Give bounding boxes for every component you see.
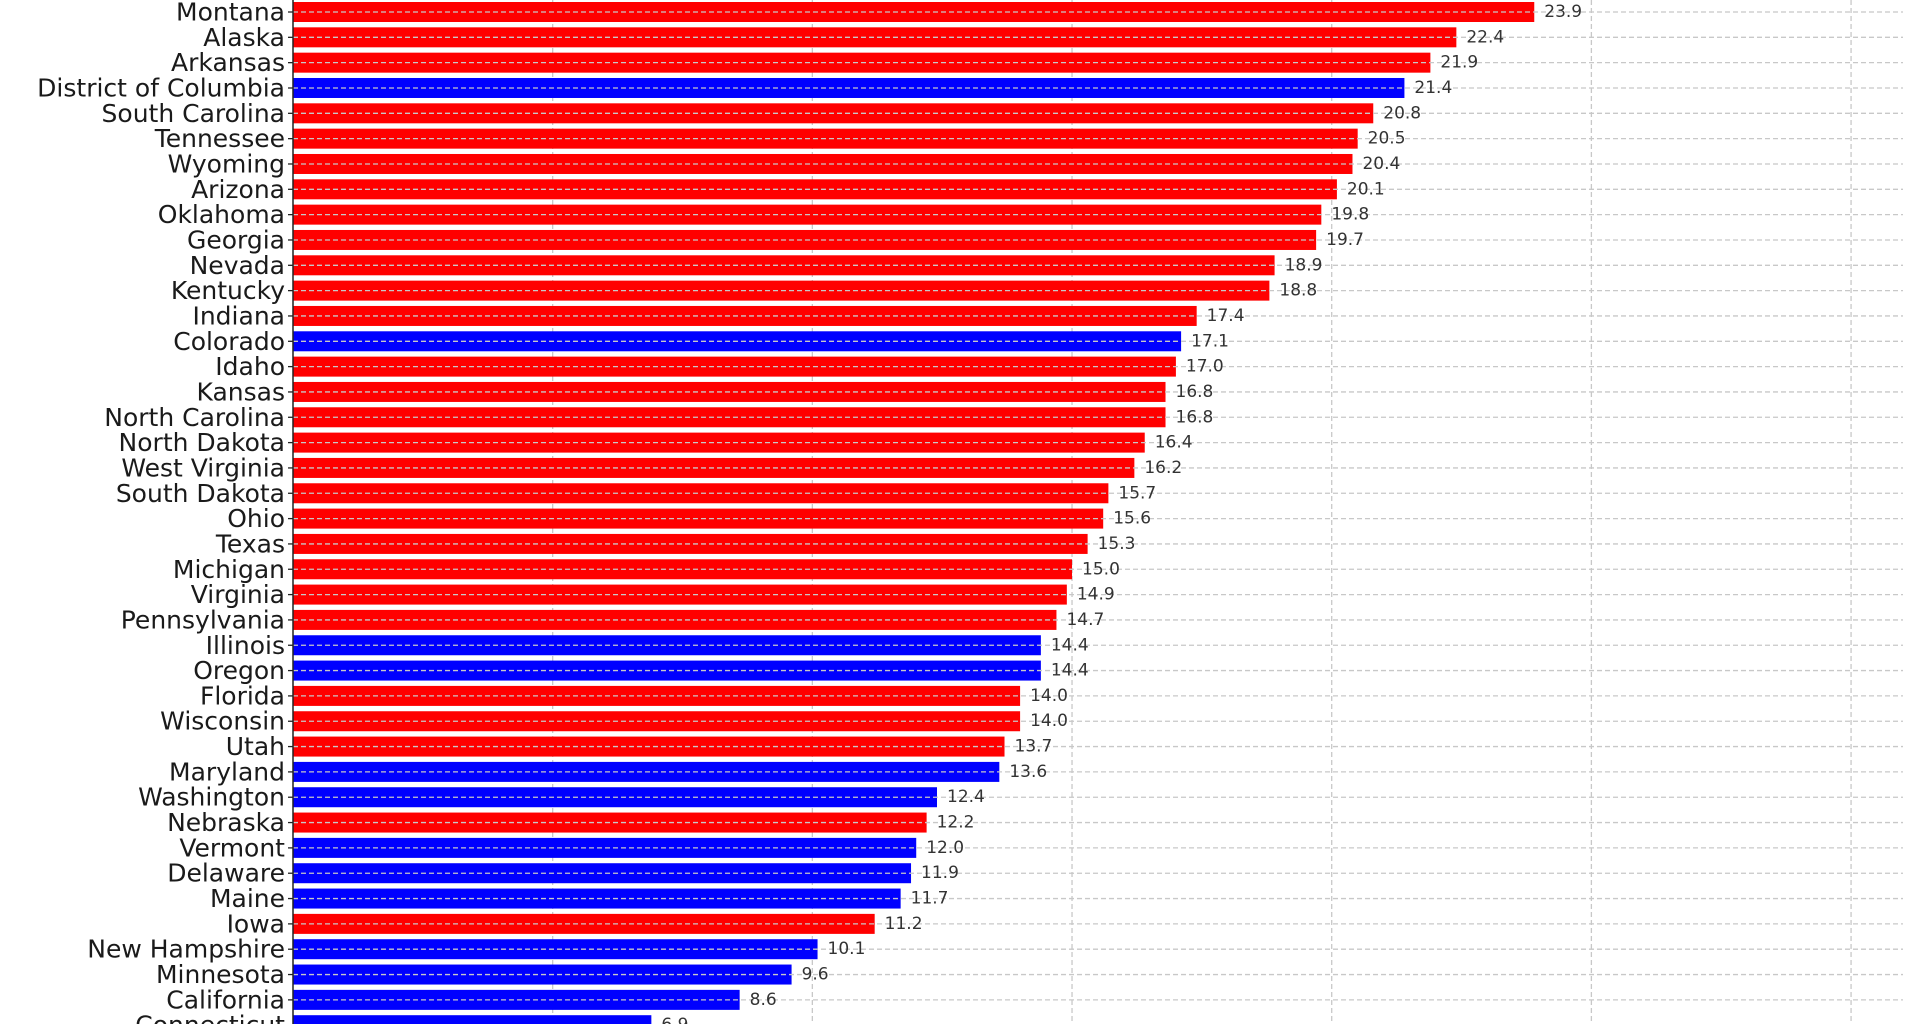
bar-alaska (293, 27, 1457, 48)
data-label: 19.7 (1326, 230, 1364, 250)
y-tick-label: Virginia (191, 580, 285, 609)
y-tick-label: Connecticut (135, 1011, 285, 1024)
y-tick-label: North Carolina (104, 403, 285, 432)
y-tick-label: Oregon (193, 656, 285, 685)
data-label: 22.4 (1466, 27, 1504, 47)
y-tick-label: Delaware (167, 859, 285, 888)
data-label: 14.4 (1051, 661, 1089, 681)
y-tick-label: Pennsylvania (121, 605, 285, 634)
data-label: 13.7 (1015, 737, 1053, 757)
y-tick-label: Maryland (169, 757, 285, 786)
data-label: 14.0 (1030, 711, 1068, 731)
bar-pennsylvania (293, 609, 1057, 630)
y-tick-label: West Virginia (121, 453, 285, 482)
y-tick-label: South Dakota (116, 479, 285, 508)
data-label: 14.7 (1066, 610, 1104, 630)
data-label: 21.4 (1414, 78, 1452, 98)
data-label: 6.9 (661, 1015, 688, 1024)
data-label: 14.0 (1030, 686, 1068, 706)
bar-vermont (293, 837, 917, 858)
data-label: 14.9 (1077, 585, 1115, 605)
data-label: 15.3 (1098, 534, 1136, 554)
y-tick-label: Montana (176, 0, 285, 27)
bar-oregon (293, 660, 1041, 681)
y-tick-label: Georgia (187, 225, 285, 254)
y-tick-label: Wisconsin (160, 707, 285, 736)
y-tick-label: Maine (210, 884, 285, 913)
y-tick-label: Oklahoma (158, 200, 285, 229)
y-tick-label: Colorado (173, 327, 285, 356)
y-tick-label: Arizona (191, 175, 285, 204)
bar-illinois (293, 635, 1041, 656)
data-label: 8.6 (750, 990, 777, 1010)
y-tick-label: Iowa (227, 909, 285, 938)
bar-connecticut (293, 1015, 652, 1024)
y-tick-label: Utah (226, 732, 285, 761)
y-tick-label: South Carolina (102, 99, 285, 128)
y-tick-label: Illinois (206, 631, 285, 660)
data-label: 12.0 (926, 838, 964, 858)
data-label: 17.0 (1186, 357, 1224, 377)
data-label: 21.9 (1440, 53, 1478, 73)
y-tick-label: District of Columbia (37, 73, 285, 102)
data-label: 19.8 (1331, 205, 1369, 225)
y-tick-label: Texas (215, 529, 285, 558)
bar-michigan (293, 559, 1073, 580)
bar-delaware (293, 863, 912, 884)
y-tick-label: California (166, 985, 285, 1014)
bar-texas (293, 533, 1088, 554)
y-tick-label: Arkansas (171, 48, 285, 77)
bar-california (293, 989, 740, 1010)
y-tick-label: New Hampshire (87, 935, 285, 964)
bar-new-hampshire (293, 939, 818, 960)
data-label: 18.8 (1279, 281, 1317, 301)
data-label: 16.8 (1176, 407, 1214, 427)
data-label: 9.6 (802, 965, 829, 985)
data-label: 10.1 (828, 939, 866, 959)
data-label: 12.2 (937, 813, 975, 833)
data-label: 11.7 (911, 889, 949, 909)
y-tick-label: Idaho (215, 352, 285, 381)
y-tick-label: Michigan (173, 555, 285, 584)
data-label: 12.4 (947, 787, 985, 807)
y-tick-label: Kansas (197, 377, 286, 406)
y-tick-label: Wyoming (168, 149, 285, 178)
data-label: 17.4 (1207, 306, 1245, 326)
data-label: 23.9 (1544, 2, 1582, 22)
data-label: 18.9 (1285, 255, 1323, 275)
y-tick-label: Washington (138, 783, 285, 812)
data-label: 15.0 (1082, 559, 1120, 579)
data-label: 14.4 (1051, 635, 1089, 655)
y-tick-label: North Dakota (119, 428, 285, 457)
y-tick-label: Vermont (179, 833, 285, 862)
data-label: 13.6 (1009, 762, 1047, 782)
bar-south-dakota (293, 483, 1109, 504)
data-label: 20.1 (1347, 179, 1385, 199)
bar-ohio (293, 508, 1104, 529)
y-tick-label: Tennessee (154, 124, 285, 153)
data-label: 16.2 (1144, 458, 1182, 478)
data-label: 11.9 (921, 863, 959, 883)
data-label: 20.8 (1383, 103, 1421, 123)
data-label: 16.8 (1176, 382, 1214, 402)
bar-georgia (293, 229, 1317, 250)
y-tick-label: Nevada (190, 251, 285, 280)
y-tick-label: Nebraska (167, 808, 285, 837)
data-label: 17.1 (1191, 331, 1229, 351)
data-label: 20.4 (1362, 154, 1400, 174)
bar-maine (293, 888, 901, 909)
y-tick-label: Florida (200, 681, 285, 710)
y-tick-label: Kentucky (171, 276, 285, 305)
data-label: 20.5 (1368, 129, 1406, 149)
data-label: 11.2 (885, 914, 923, 934)
data-label: 16.4 (1155, 433, 1193, 453)
y-tick-label: Ohio (227, 504, 285, 533)
y-tick-label: Minnesota (156, 960, 285, 989)
y-tick-label: Indiana (192, 301, 285, 330)
y-tick-label: Alaska (203, 23, 285, 52)
data-label: 15.6 (1113, 509, 1151, 529)
data-label: 15.7 (1118, 483, 1156, 503)
